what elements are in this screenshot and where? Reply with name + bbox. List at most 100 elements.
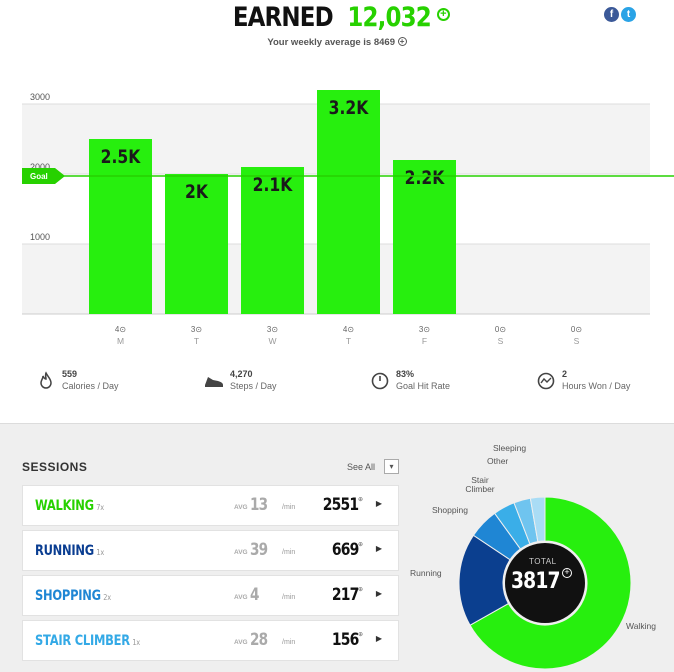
x-tick-label: F: [422, 336, 427, 346]
session-total: 2551: [322, 495, 358, 515]
donut-label-sleeping: Sleeping: [493, 443, 527, 453]
hours-won-label: 3⊙: [191, 325, 202, 334]
stat-calories: 559 Calories / Day: [36, 368, 119, 392]
chevron-right-icon[interactable]: ▶: [375, 589, 382, 598]
donut-label-walking: Walking: [626, 621, 656, 631]
goal-marker: [22, 168, 65, 184]
twitter-icon[interactable]: t: [621, 7, 636, 22]
stats-row: 559 Calories / Day 4,270 Steps / Day 83%…: [0, 368, 674, 408]
y-tick-label: 3000: [30, 92, 50, 102]
fuel-bar-chart: 1000 2000 3000 2.5K 4⊙ M 2K 3⊙ T 2.1K 3⊙ W 3.2K 4⊙ T 2.…: [22, 90, 674, 346]
flame-icon: [40, 371, 52, 389]
weekly-average: Your weekly average is 8469 +: [0, 36, 674, 48]
hours-won-label: 0⊙: [571, 325, 582, 334]
donut-total-label: TOTAL: [529, 557, 557, 566]
session-row-stair-climber[interactable]: STAIR CLIMBER 1x AVG 28 /min 156 ⊕ ▶: [22, 620, 399, 661]
sessions-title: SESSIONS: [22, 460, 88, 474]
bar-value-label: 2.5K: [101, 147, 141, 169]
session-name: SHOPPING 2x: [35, 588, 111, 604]
session-row-running[interactable]: RUNNING 1x AVG 39 /min 669 ⊕ ▶: [22, 530, 399, 571]
facebook-icon[interactable]: f: [604, 7, 619, 22]
stat-value: 4,270: [230, 369, 253, 379]
chevron-right-icon[interactable]: ▶: [375, 634, 382, 643]
avg-label: AVG: [234, 504, 248, 511]
fuel-mini-icon: ⊕: [357, 497, 363, 503]
bar: [393, 160, 456, 314]
earned-label: EARNED: [232, 2, 334, 33]
avg-label: AVG: [234, 549, 248, 556]
x-tick-label: T: [194, 336, 199, 346]
per-min-label: /min: [282, 549, 296, 556]
fuel-mini-icon: ⊕: [357, 542, 363, 548]
donut-label-shopping: Shopping: [432, 505, 468, 515]
session-count: 1x: [132, 638, 140, 647]
stat-value: 2: [562, 369, 568, 379]
goal-label: Goal: [30, 172, 48, 181]
per-min-label: /min: [282, 594, 296, 601]
x-tick-label: T: [346, 336, 351, 346]
session-avg: 13: [250, 495, 268, 515]
per-min-label: /min: [282, 639, 296, 646]
stat-value: 83%: [396, 369, 415, 379]
session-name: WALKING 7x: [35, 498, 104, 514]
chevron-right-icon[interactable]: ▶: [375, 544, 382, 553]
bar-value-label: 3.2K: [329, 98, 369, 120]
donut-label-other: Other: [487, 456, 509, 466]
y-tick-label: 1000: [30, 232, 50, 242]
avg-label: AVG: [234, 639, 248, 646]
shoe-icon: [205, 377, 223, 387]
donut-label-running: Running: [410, 568, 442, 578]
y-tick-label: 2000: [30, 162, 50, 172]
x-tick-label: S: [574, 336, 580, 346]
stat-label: Goal Hit Rate: [396, 381, 451, 391]
per-min-label: /min: [282, 504, 296, 511]
bar-value-label: 2.2K: [405, 168, 445, 190]
hours-won-label: 4⊙: [343, 325, 354, 334]
fuel-icon: +: [436, 8, 450, 21]
x-tick-label: S: [498, 336, 504, 346]
fuel-mini-icon: ⊕: [357, 587, 363, 593]
stat-goal-hit: 83% Goal Hit Rate: [370, 368, 450, 392]
avg-label: AVG: [234, 594, 248, 601]
hours-won-label: 3⊙: [267, 325, 278, 334]
session-count: 7x: [96, 503, 104, 512]
session-row-shopping[interactable]: SHOPPING 2x AVG 4 /min 217 ⊕ ▶: [22, 575, 399, 616]
x-tick-label: M: [117, 336, 124, 346]
bar: [317, 90, 380, 314]
x-tick-label: W: [268, 336, 276, 346]
donut-label-stair-climber: Stair Climber: [465, 475, 495, 494]
session-total: 156: [331, 630, 358, 650]
fuel-total-icon: +: [562, 568, 572, 578]
donut-total-value: 3817: [511, 569, 561, 594]
fuel-small-icon: +: [397, 36, 407, 46]
stat-steps: 4,270 Steps / Day: [204, 368, 277, 392]
session-avg: 4: [250, 585, 259, 605]
hours-graph-icon: [537, 372, 555, 390]
stat-label: Calories / Day: [62, 381, 119, 391]
see-all-dropdown-icon[interactable]: ▾: [384, 459, 399, 474]
donut-segment-sleeping: [529, 496, 546, 543]
session-avg: 28: [250, 630, 268, 650]
clock-icon: [371, 372, 389, 390]
stat-label: Hours Won / Day: [562, 381, 631, 391]
bar-value-label: 2.1K: [253, 175, 293, 197]
hours-won-label: 0⊙: [495, 325, 506, 334]
header: EARNED 12,032 + Your weekly average is 8…: [0, 0, 674, 60]
bar: [89, 139, 152, 314]
session-list: WALKING 7x AVG 13 /min 2551 ⊕ ▶ RUNNING 1x…: [22, 485, 399, 665]
session-name: RUNNING 1x: [35, 543, 104, 559]
donut-center: [505, 543, 585, 623]
bar-value-label: 2K: [185, 182, 208, 204]
session-donut-chart: [458, 496, 632, 670]
session-count: 1x: [96, 548, 104, 557]
session-total: 669: [331, 540, 358, 560]
donut-segment-walking: [469, 496, 632, 670]
session-name: STAIR CLIMBER 1x: [35, 633, 140, 649]
session-row-walking[interactable]: WALKING 7x AVG 13 /min 2551 ⊕ ▶: [22, 485, 399, 526]
see-all-link[interactable]: See All: [347, 462, 376, 472]
earned-row: EARNED 12,032 +: [0, 2, 674, 33]
fuel-mini-icon: ⊕: [357, 632, 363, 638]
chevron-right-icon[interactable]: ▶: [375, 499, 382, 508]
hours-won-label: 4⊙: [115, 325, 126, 334]
session-total: 217: [331, 585, 358, 605]
